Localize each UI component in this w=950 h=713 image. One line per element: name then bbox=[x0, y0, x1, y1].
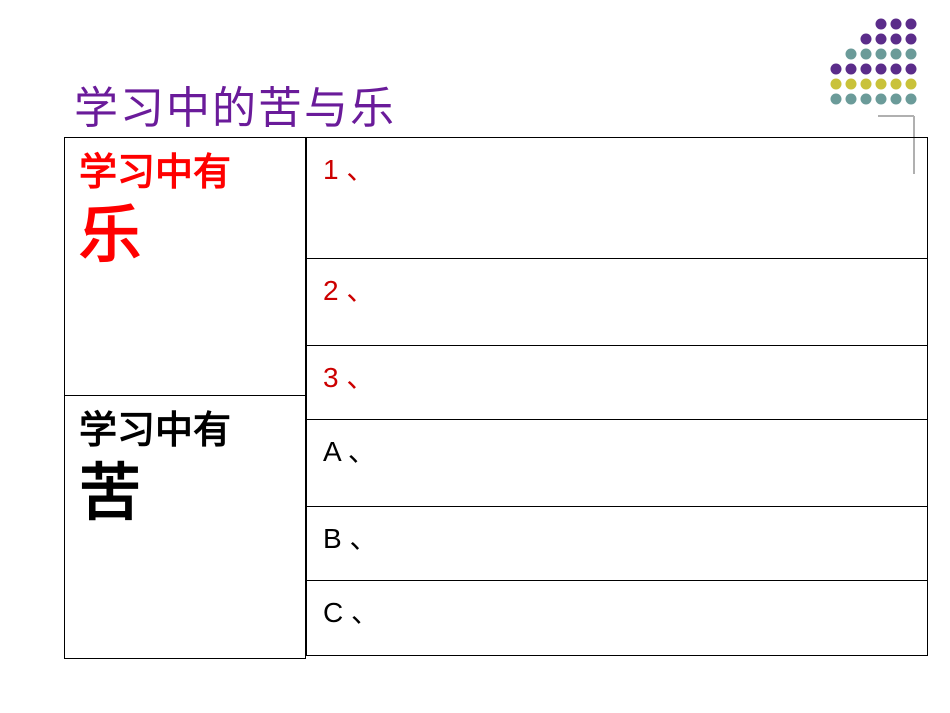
page-title: 学习中的苦与乐 bbox=[74, 72, 396, 136]
left-cell-joy-line1: 学习中有 bbox=[79, 150, 291, 198]
row-label: C 、 bbox=[323, 591, 379, 631]
left-cell-hard-line1: 学习中有 bbox=[79, 408, 291, 456]
left-cell-hard: 学习中有 苦 bbox=[65, 396, 305, 658]
row-label: B 、 bbox=[323, 517, 377, 557]
right-row-3: 3 、 bbox=[307, 346, 927, 420]
left-table: 学习中有 乐 学习中有 苦 bbox=[64, 137, 306, 659]
right-table: 1 、 2 、 3 、 A 、 B 、 C 、 bbox=[306, 137, 928, 656]
left-cell-joy-big: 乐 bbox=[79, 202, 291, 270]
left-cell-joy: 学习中有 乐 bbox=[65, 138, 305, 396]
left-cell-hard-big: 苦 bbox=[79, 460, 291, 528]
right-row-1: 1 、 bbox=[307, 138, 927, 259]
row-label: 3 、 bbox=[323, 356, 374, 396]
row-label: 1 、 bbox=[323, 148, 374, 188]
right-row-c: C 、 bbox=[307, 581, 927, 655]
row-label: A 、 bbox=[323, 430, 376, 470]
title-text: 学习中的苦与乐 bbox=[74, 84, 396, 133]
right-row-2: 2 、 bbox=[307, 259, 927, 346]
right-row-a: A 、 bbox=[307, 420, 927, 507]
row-label: 2 、 bbox=[323, 269, 374, 309]
right-row-b: B 、 bbox=[307, 507, 927, 581]
